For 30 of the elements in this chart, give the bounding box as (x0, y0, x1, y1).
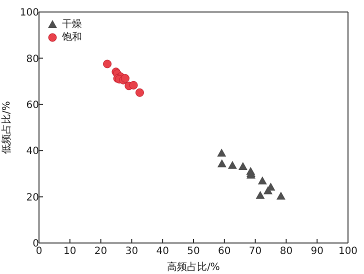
x-axis-title: 高频占比/% (167, 261, 220, 273)
x-tick-label: 70 (248, 246, 262, 258)
x-tick-label: 80 (280, 246, 293, 258)
x-tick-label: 50 (187, 246, 200, 258)
point (103, 60, 112, 68)
x-tick-label: 40 (156, 246, 169, 258)
point (228, 160, 237, 169)
point (217, 148, 226, 157)
x-tick-label: 100 (338, 246, 358, 258)
y-tick-label: 100 (20, 8, 39, 19)
point (258, 176, 267, 184)
point (263, 186, 272, 194)
x-tick-label: 90 (310, 246, 324, 258)
point (217, 159, 226, 168)
x-tick-label: 30 (125, 246, 138, 258)
point (129, 80, 138, 90)
y-axis-title: 低频占比/% (0, 101, 13, 154)
legend-label: 干燥 (62, 18, 82, 31)
x-tick-label: 60 (218, 246, 231, 258)
y-tick-label: 60 (26, 100, 39, 111)
point (256, 190, 265, 199)
point (238, 162, 248, 170)
y-tick-label: 40 (26, 146, 39, 158)
point (135, 88, 144, 97)
x-tick-label: 20 (94, 246, 108, 258)
legend-label: 饱和 (62, 31, 82, 44)
y-tick-label: 80 (26, 54, 39, 65)
x-tick-label: 10 (64, 246, 76, 258)
y-tick-label: 20 (26, 192, 39, 204)
point (276, 192, 286, 200)
